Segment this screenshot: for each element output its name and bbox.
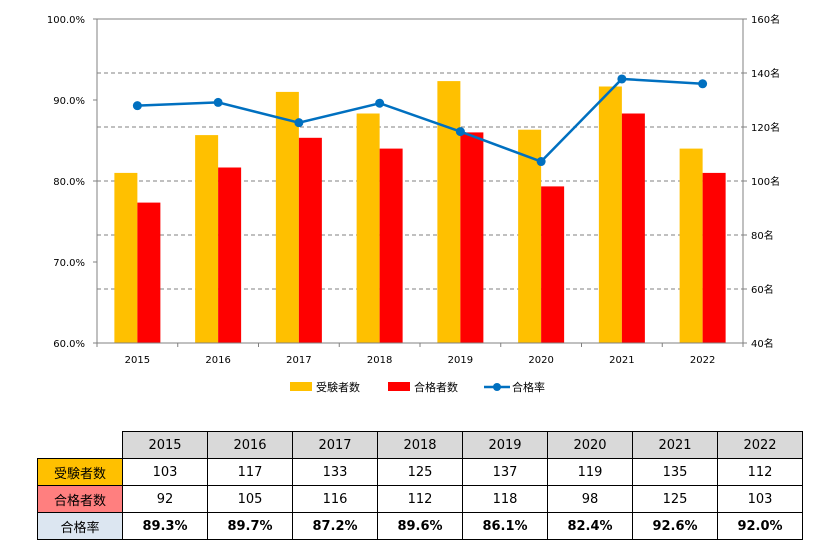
bar <box>298 137 322 343</box>
bar <box>460 132 484 343</box>
table-cell: 89.6% <box>377 512 463 540</box>
table-cell: 87.2% <box>292 512 378 540</box>
bar <box>702 172 726 343</box>
table-cell: 135 <box>632 458 718 486</box>
legend-label: 受験者数 <box>316 380 360 394</box>
bar <box>114 172 138 343</box>
rate-point <box>213 97 223 107</box>
table-cell: 133 <box>292 458 378 486</box>
table-cell: 117 <box>207 458 293 486</box>
table-cell: 116 <box>292 485 378 513</box>
rate-line <box>132 74 708 167</box>
x-tick-label: 2019 <box>448 355 473 366</box>
table-cell: 125 <box>632 485 718 513</box>
x-tick-label: 2018 <box>367 355 392 366</box>
table-cell: 92.0% <box>717 512 803 540</box>
gridlines <box>97 72 743 290</box>
bar <box>541 186 565 343</box>
bar <box>518 129 542 343</box>
bar <box>218 167 242 343</box>
table-cell: 137 <box>462 458 548 486</box>
x-tick-label: 2022 <box>690 355 715 366</box>
right-tick-label: 160名 <box>751 13 780 26</box>
rate-point <box>375 98 385 108</box>
right-tick-label: 40名 <box>751 337 774 350</box>
rate-line-path <box>137 77 703 164</box>
left-tick-label: 70.0% <box>53 258 85 269</box>
legend-label: 合格率 <box>512 380 545 394</box>
bar <box>195 135 219 343</box>
combo-chart: 60.0% 70.0% 80.0% 90.0% 100.0% 40名 60名 80名 100名 1… <box>47 13 780 394</box>
bar <box>356 113 380 343</box>
table-year-header: 2015 <box>122 431 208 459</box>
x-tick-label: 2015 <box>125 355 150 366</box>
axes: 60.0% 70.0% 80.0% 90.0% 100.0% 40名 60名 80名 100名 1… <box>47 13 780 366</box>
right-tick-label: 80名 <box>751 229 774 242</box>
x-tick-label: 2020 <box>528 355 553 366</box>
table-corner-cell <box>37 431 123 459</box>
rate-point <box>617 74 627 84</box>
table-year-header: 2021 <box>632 431 718 459</box>
right-tick-label: 60名 <box>751 283 774 296</box>
bar <box>679 148 703 343</box>
table-cell: 92 <box>122 485 208 513</box>
table-cell: 119 <box>547 458 633 486</box>
bar <box>379 148 403 343</box>
right-tick-label: 100名 <box>751 175 780 188</box>
legend-swatch <box>290 382 312 391</box>
left-tick-label: 100.0% <box>47 15 85 26</box>
bar <box>275 91 299 344</box>
table-cell: 86.1% <box>462 512 548 540</box>
bar <box>437 81 461 343</box>
left-tick-label: 80.0% <box>53 177 85 188</box>
table-year-header: 2018 <box>377 431 463 459</box>
table-cell: 112 <box>377 485 463 513</box>
right-tick-label: 140名 <box>751 67 780 80</box>
table-year-header: 2016 <box>207 431 293 459</box>
table-cell: 92.6% <box>632 512 718 540</box>
table-year-header: 2022 <box>717 431 803 459</box>
table-cell: 125 <box>377 458 463 486</box>
table-cell: 89.7% <box>207 512 293 540</box>
table-row-label: 受験者数 <box>37 458 123 486</box>
table-cell: 103 <box>717 485 803 513</box>
table-row-label: 合格率 <box>37 512 123 540</box>
bars <box>114 81 726 344</box>
legend-marker <box>493 383 501 391</box>
left-tick-label: 90.0% <box>53 96 85 107</box>
table-row: 受験者数 103 117 133 125 137 119 135 112 <box>37 458 803 486</box>
table-row: 合格率 89.3% 89.7% 87.2% 89.6% 86.1% 82.4% … <box>37 512 803 540</box>
table-cell: 98 <box>547 485 633 513</box>
rate-point <box>132 101 142 111</box>
bar <box>621 113 645 343</box>
table-cell: 103 <box>122 458 208 486</box>
left-tick-label: 60.0% <box>53 339 85 350</box>
rate-point <box>455 127 465 137</box>
table-cell: 82.4% <box>547 512 633 540</box>
right-tick-label: 120名 <box>751 121 780 134</box>
bar <box>137 202 161 343</box>
table-row-label: 合格者数 <box>37 485 123 513</box>
x-tick-label: 2017 <box>286 355 311 366</box>
table-cell: 89.3% <box>122 512 208 540</box>
rate-point <box>698 79 708 89</box>
legend-label: 合格者数 <box>414 380 458 394</box>
table-cell: 112 <box>717 458 803 486</box>
table-year-header: 2020 <box>547 431 633 459</box>
legend-swatch <box>388 382 410 391</box>
rate-point <box>536 157 546 167</box>
x-tick-label: 2021 <box>609 355 634 366</box>
table-cell: 105 <box>207 485 293 513</box>
legend: 受験者数 合格者数 合格率 <box>290 380 545 394</box>
table-row: 合格者数 92 105 116 112 118 98 125 103 <box>37 485 803 513</box>
table-year-header: 2019 <box>462 431 548 459</box>
table-header-row: 2015 2016 2017 2018 2019 2020 2021 2022 <box>37 431 803 459</box>
table-cell: 118 <box>462 485 548 513</box>
data-table: 2015 2016 2017 2018 2019 2020 2021 2022 … <box>37 431 803 540</box>
x-tick-label: 2016 <box>205 355 230 366</box>
rate-point <box>294 118 304 128</box>
bar <box>598 86 622 343</box>
table-year-header: 2017 <box>292 431 378 459</box>
